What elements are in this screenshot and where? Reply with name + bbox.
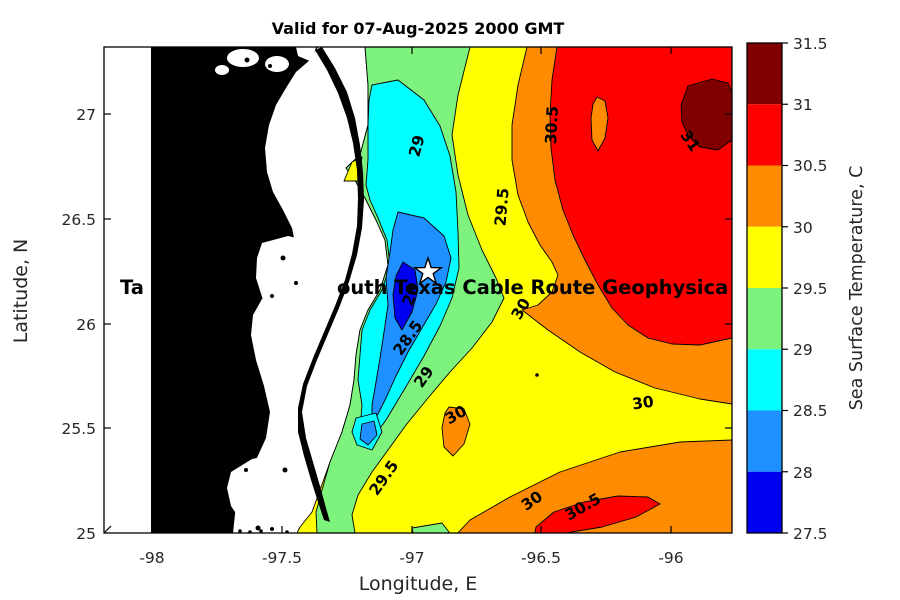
orange-patch-center (441, 406, 471, 457)
islet (248, 530, 252, 533)
mainland-landmass (151, 47, 318, 533)
y-axis-ticks (103, 113, 732, 534)
cb-seg-28-28-5 (747, 410, 782, 472)
contour-dot (535, 373, 539, 377)
contour-label-30c: 30 (631, 393, 655, 414)
colorbar: 31.5 31 30.5 30 29.5 29 28.5 28 27.5 Sea… (746, 35, 867, 543)
sst-region-darkblue (392, 261, 419, 331)
cb-tick-30: 30 (793, 219, 813, 237)
red-patch-south (534, 495, 661, 533)
cb-tick-29-5: 29.5 (793, 280, 828, 298)
laguna-bay-middle (256, 236, 313, 318)
islet (294, 281, 298, 285)
cb-seg-29-5-30 (747, 226, 782, 288)
colorbar-tick-labels: 31.5 31 30.5 30 29.5 29 28.5 28 27.5 (793, 35, 828, 543)
xtick--96: -96 (658, 549, 683, 567)
ytick-26-5: 26.5 (61, 211, 96, 229)
colorbar-ticks (782, 42, 788, 534)
sst-region-darkred (680, 78, 732, 151)
blue-islet (359, 420, 378, 446)
x-axis-label: Longitude, E (359, 573, 478, 595)
ytick-26: 26 (76, 316, 96, 334)
y-axis-label: Latitude, N (10, 239, 32, 344)
cb-tick-31: 31 (793, 96, 813, 114)
xtick--98: -98 (139, 549, 164, 567)
islet (270, 527, 274, 531)
x-axis-ticks (151, 47, 672, 533)
islet (282, 467, 288, 473)
route-title-right-fragment: outh Texas Cable Route Geophysica (337, 276, 728, 299)
cb-seg-31-31-5 (747, 43, 782, 105)
islet (270, 294, 274, 298)
laguna-bay-south (227, 454, 299, 531)
ytick-25-5: 25.5 (61, 420, 96, 438)
map-area (104, 47, 732, 533)
ytick-27: 27 (76, 106, 96, 124)
bay-inlet-north-1 (227, 49, 259, 67)
orange-lens (590, 96, 609, 152)
sst-region-blue (371, 211, 452, 421)
contour-label-29-5: 29.5 (491, 187, 512, 227)
sst-region-orange-lower (457, 439, 732, 533)
islet (255, 525, 261, 531)
contour-label-29: 29 (406, 133, 429, 159)
bay-inlet-north-4 (215, 65, 229, 75)
cb-seg-30-30-5 (747, 165, 782, 227)
islet (259, 529, 263, 533)
islet (268, 64, 272, 68)
colorbar-label: Sea Surface Temperature, C (847, 166, 867, 411)
cb-tick-30-5: 30.5 (793, 157, 828, 175)
x-axis-tick-labels: -98 -97.5 -97 -96.5 -96 (139, 549, 683, 567)
bay-inlet-north-2 (265, 56, 289, 72)
islet (285, 530, 289, 533)
route-title-left-fragment: Ta (120, 276, 144, 299)
contour-label-30-5: 30.5 (542, 105, 562, 144)
cb-tick-28-5: 28.5 (793, 402, 828, 420)
y-axis-tick-labels: 27 26.5 26 25.5 25 (61, 106, 96, 543)
islet (244, 468, 248, 472)
cb-seg-27-5-28 (747, 471, 782, 533)
cb-tick-27-5: 27.5 (793, 525, 828, 543)
cb-tick-31-5: 31.5 (793, 35, 828, 53)
plot-frame (103, 46, 733, 534)
plot-title: Valid for 07-Aug-2025 2000 GMT (272, 19, 565, 38)
bay-inlet-north-3 (296, 47, 316, 62)
islet (238, 529, 242, 533)
islet (280, 255, 286, 261)
xtick--97-5: -97.5 (262, 549, 302, 567)
cb-seg-28-5-29 (747, 349, 782, 411)
xtick--97: -97 (399, 549, 424, 567)
ytick-25: 25 (76, 525, 96, 543)
cb-tick-28: 28 (793, 464, 813, 482)
cb-tick-29: 29 (793, 341, 813, 359)
green-islet-bottom (411, 522, 450, 533)
survey-location-star-marker (412, 255, 444, 286)
islet (244, 57, 250, 63)
cb-seg-30-5-31 (747, 104, 782, 166)
cb-seg-29-29-5 (747, 288, 782, 350)
xtick--96-5: -96.5 (521, 549, 561, 567)
